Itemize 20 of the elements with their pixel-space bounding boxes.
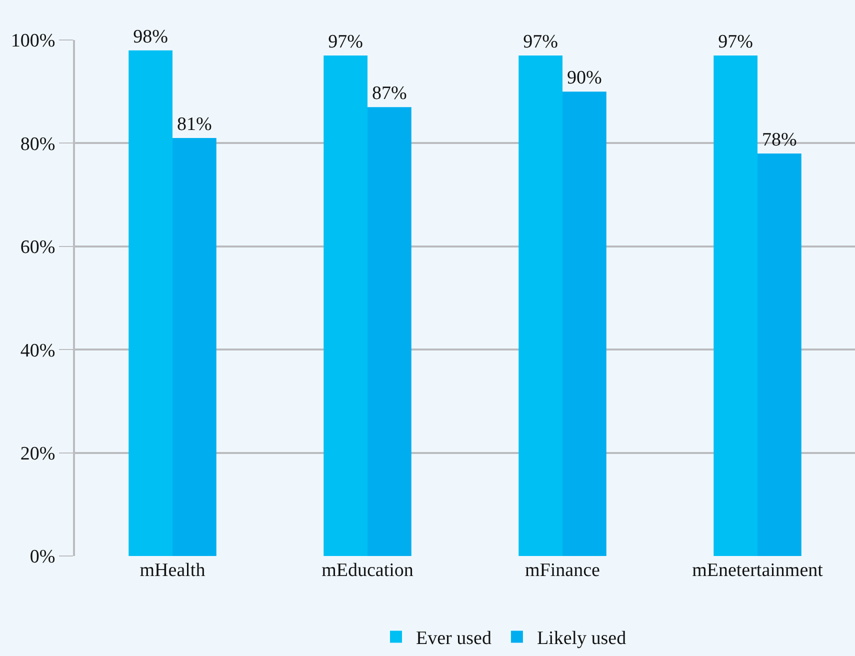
y-tick-label: 80% (20, 134, 56, 155)
data-label: 90% (566, 68, 602, 89)
x-tick-label: mHealth (140, 560, 206, 581)
legend-label: Likely used (536, 628, 627, 650)
y-tick-label: 60% (20, 237, 56, 258)
legend-label: Ever used (416, 628, 492, 650)
y-tick-label: 20% (20, 443, 56, 464)
data-label: 97% (523, 31, 558, 52)
x-tick-label: mEnetertainment (692, 560, 824, 581)
data-label: 97% (718, 31, 754, 52)
data-label: 78% (762, 130, 797, 151)
data-label: 97% (328, 31, 364, 52)
data-label: 87% (372, 83, 407, 104)
data-label: 81% (176, 114, 212, 136)
y-tick-label: 0% (30, 546, 56, 568)
y-tick-label: 40% (20, 340, 56, 362)
x-tick-label: mEducation (322, 560, 414, 581)
data-label: 98% (133, 26, 168, 48)
y-tick-label: 100% (10, 30, 56, 52)
x-tick-label: mFinance (525, 560, 600, 581)
